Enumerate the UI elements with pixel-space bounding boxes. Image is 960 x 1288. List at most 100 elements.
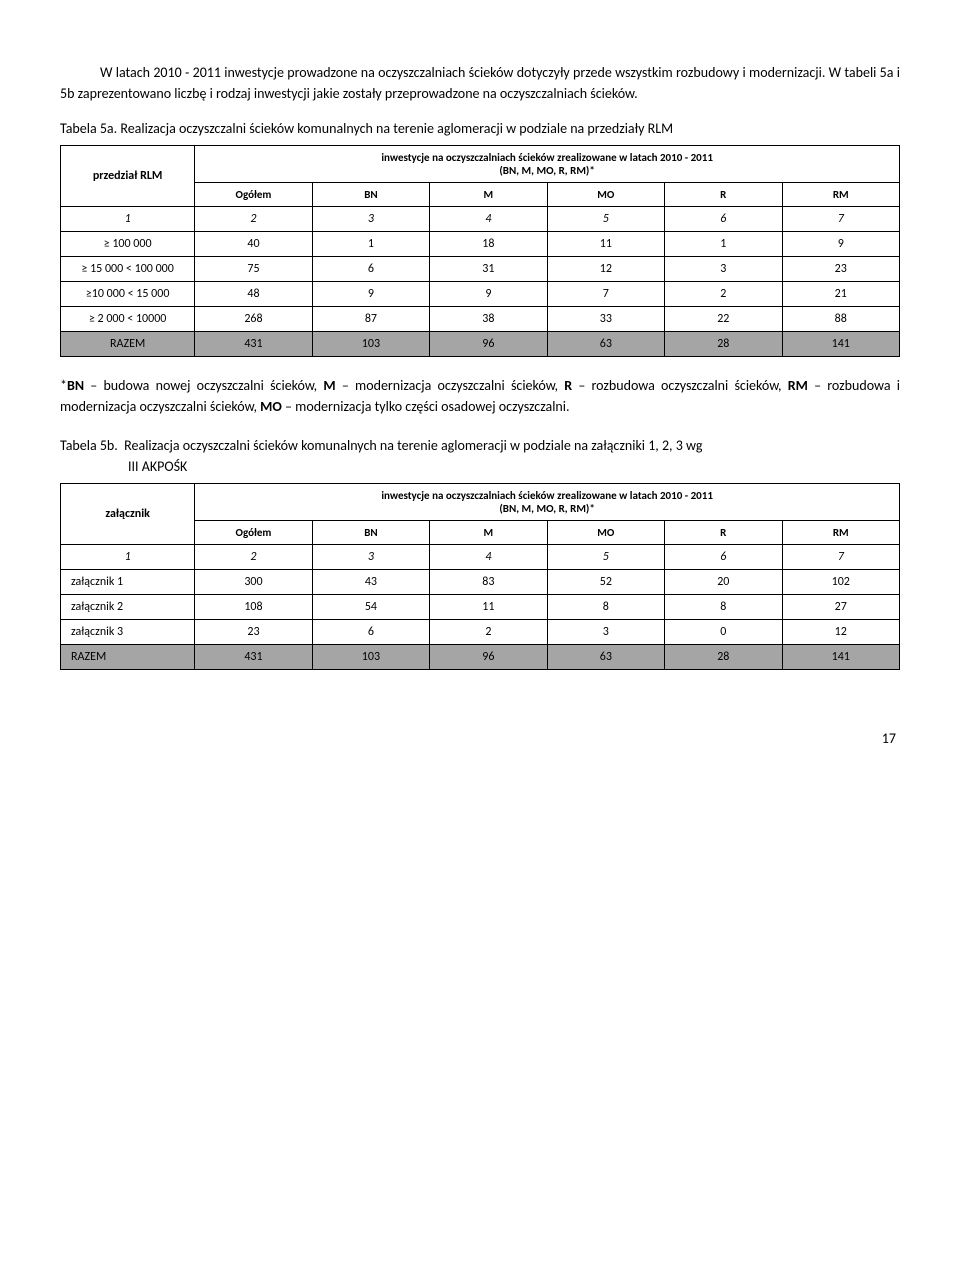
table-5a: przedział RLM inwestycje na oczyszczalni… xyxy=(60,145,900,357)
t5b-razem-c2: 96 xyxy=(430,645,547,670)
t5b-r0-c4: 20 xyxy=(665,570,782,595)
t5a-subhead-l1: inwestycje na oczyszczalniach ścieków zr… xyxy=(381,151,713,164)
table-row-razem: RAZEM 431 103 96 63 28 141 xyxy=(61,645,900,670)
t5b-razem-label: RAZEM xyxy=(61,645,195,670)
t5a-num-4: 4 xyxy=(430,207,547,232)
t5b-col-r: R xyxy=(665,521,782,545)
t5b-rowhead: załącznik xyxy=(61,484,195,545)
t5b-num-5: 5 xyxy=(547,545,664,570)
t5a-r3-c0: 268 xyxy=(195,307,312,332)
t5b-r2-c5: 12 xyxy=(782,620,900,645)
t5b-razem-c0: 431 xyxy=(195,645,312,670)
t5a-r0-c5: 9 xyxy=(782,232,900,257)
page-number: 17 xyxy=(60,730,900,747)
t5a-rowhead: przedział RLM xyxy=(61,146,195,207)
t5a-razem-label: RAZEM xyxy=(61,332,195,357)
t5a-col-ogolem: Ogółem xyxy=(195,183,312,207)
t5b-razem-c3: 63 xyxy=(547,645,664,670)
t5b-num-7: 7 xyxy=(782,545,900,570)
t5a-r2-label: ≥10 000 < 15 000 xyxy=(61,282,195,307)
t5b-r2-label: załącznik 3 xyxy=(61,620,195,645)
t5a-r1-c5: 23 xyxy=(782,257,900,282)
t5b-col-rm: RM xyxy=(782,521,900,545)
t5b-subhead-l2: (BN, M, MO, R, RM)* xyxy=(499,502,594,515)
t5a-r3-c3: 33 xyxy=(547,307,664,332)
table-row: ≥ 15 000 < 100 000 75 6 31 12 3 23 xyxy=(61,257,900,282)
t5a-col-r: R xyxy=(665,183,782,207)
t5a-r1-c3: 12 xyxy=(547,257,664,282)
t5a-num-1: 1 xyxy=(61,207,195,232)
t5a-r0-c2: 18 xyxy=(430,232,547,257)
t5b-subhead: inwestycje na oczyszczalniach ścieków zr… xyxy=(195,484,900,521)
t5a-r1-label: ≥ 15 000 < 100 000 xyxy=(61,257,195,282)
t5a-razem-c5: 141 xyxy=(782,332,900,357)
t5a-r2-c2: 9 xyxy=(430,282,547,307)
t5a-subhead-l2: (BN, M, MO, R, RM)* xyxy=(499,164,594,177)
t5b-caption-rest: Realizacja oczyszczalni ścieków komunaln… xyxy=(124,437,702,454)
t5b-r0-c0: 300 xyxy=(195,570,312,595)
t5a-r3-c4: 22 xyxy=(665,307,782,332)
t5b-num-3: 3 xyxy=(312,545,429,570)
t5a-num-6: 6 xyxy=(665,207,782,232)
t5a-r0-c4: 1 xyxy=(665,232,782,257)
t5a-col-bn: BN xyxy=(312,183,429,207)
t5b-r0-c1: 43 xyxy=(312,570,429,595)
t5a-razem-c4: 28 xyxy=(665,332,782,357)
t5b-r1-label: załącznik 2 xyxy=(61,595,195,620)
t5a-num-7: 7 xyxy=(782,207,900,232)
t5b-razem-c4: 28 xyxy=(665,645,782,670)
table-row: załącznik 2 108 54 11 8 8 27 xyxy=(61,595,900,620)
t5a-r2-c0: 48 xyxy=(195,282,312,307)
t5b-col-m: M xyxy=(430,521,547,545)
t5b-r0-c3: 52 xyxy=(547,570,664,595)
t5b-num-1: 1 xyxy=(61,545,195,570)
t5a-r2-c1: 9 xyxy=(312,282,429,307)
table-row: załącznik 3 23 6 2 3 0 12 xyxy=(61,620,900,645)
t5a-r2-c5: 21 xyxy=(782,282,900,307)
t5a-num-5: 5 xyxy=(547,207,664,232)
table-row: załącznik 1 300 43 83 52 20 102 xyxy=(61,570,900,595)
legend-note: *BN – budowa nowej oczyszczalni ścieków,… xyxy=(60,375,900,417)
table-5b: załącznik inwestycje na oczyszczalniach … xyxy=(60,483,900,670)
t5a-r0-c1: 1 xyxy=(312,232,429,257)
t5b-caption-cont: III AKPOŚK xyxy=(60,456,900,477)
t5a-r1-c1: 6 xyxy=(312,257,429,282)
table-5a-caption: Tabela 5a. Realizacja oczyszczalni ściek… xyxy=(60,118,900,139)
t5a-r0-c0: 40 xyxy=(195,232,312,257)
t5a-r3-c5: 88 xyxy=(782,307,900,332)
table-row: ≥ 2 000 < 10000 268 87 38 33 22 88 xyxy=(61,307,900,332)
table-row: ≥ 100 000 40 1 18 11 1 9 xyxy=(61,232,900,257)
t5a-r3-c1: 87 xyxy=(312,307,429,332)
t5b-r2-c3: 3 xyxy=(547,620,664,645)
t5a-r3-label: ≥ 2 000 < 10000 xyxy=(61,307,195,332)
t5b-caption-prefix: Tabela 5b. xyxy=(60,437,118,454)
t5b-r1-c0: 108 xyxy=(195,595,312,620)
t5b-razem-c5: 141 xyxy=(782,645,900,670)
t5a-r2-c3: 7 xyxy=(547,282,664,307)
t5a-col-rm: RM xyxy=(782,183,900,207)
t5a-r3-c2: 38 xyxy=(430,307,547,332)
t5b-r0-c5: 102 xyxy=(782,570,900,595)
table-row: ≥10 000 < 15 000 48 9 9 7 2 21 xyxy=(61,282,900,307)
t5b-r1-c2: 11 xyxy=(430,595,547,620)
t5a-subhead: inwestycje na oczyszczalniach ścieków zr… xyxy=(195,146,900,183)
t5a-r2-c4: 2 xyxy=(665,282,782,307)
t5a-razem-c2: 96 xyxy=(430,332,547,357)
t5b-r2-c2: 2 xyxy=(430,620,547,645)
t5b-r2-c0: 23 xyxy=(195,620,312,645)
t5a-r0-c3: 11 xyxy=(547,232,664,257)
t5b-r1-c5: 27 xyxy=(782,595,900,620)
t5b-r2-c1: 6 xyxy=(312,620,429,645)
t5b-num-6: 6 xyxy=(665,545,782,570)
t5a-razem-c0: 431 xyxy=(195,332,312,357)
t5b-r1-c3: 8 xyxy=(547,595,664,620)
intro-paragraph: W latach 2010 - 2011 inwestycje prowadzo… xyxy=(60,62,900,104)
t5b-subhead-l1: inwestycje na oczyszczalniach ścieków zr… xyxy=(381,489,713,502)
t5a-num-2: 2 xyxy=(195,207,312,232)
t5a-r1-c2: 31 xyxy=(430,257,547,282)
t5a-r1-c4: 3 xyxy=(665,257,782,282)
t5a-razem-c3: 63 xyxy=(547,332,664,357)
t5a-r1-c0: 75 xyxy=(195,257,312,282)
t5b-num-4: 4 xyxy=(430,545,547,570)
t5a-r0-label: ≥ 100 000 xyxy=(61,232,195,257)
